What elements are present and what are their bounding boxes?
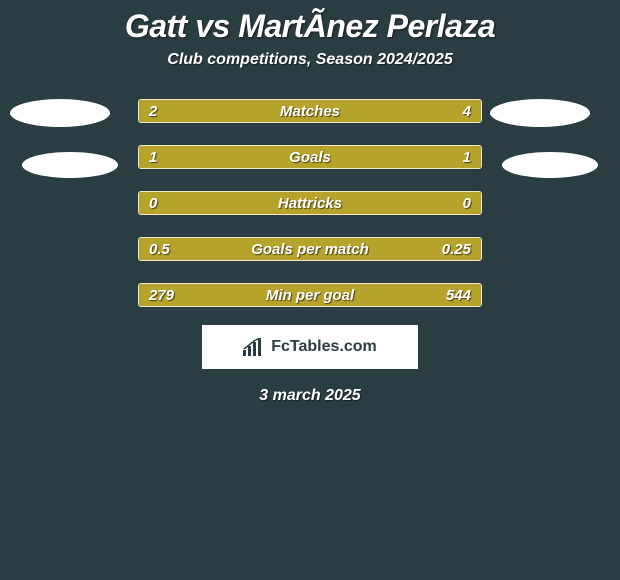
subtitle: Club competitions, Season 2024/2025 xyxy=(0,51,620,69)
brand-text: FcTables.com xyxy=(271,338,377,356)
stat-row: 279544Min per goal xyxy=(138,283,482,307)
stat-label: Matches xyxy=(139,100,481,123)
stat-row: 11Goals xyxy=(138,145,482,169)
stat-label: Min per goal xyxy=(139,284,481,307)
stat-row: 0.50.25Goals per match xyxy=(138,237,482,261)
comparison-arena: 24Matches 11Goals 00Hattricks 0.50.25Goals … xyxy=(0,99,620,405)
page-title: Gatt vs MartÃ­nez Perlaza xyxy=(0,0,620,45)
stat-row: 24Matches xyxy=(138,99,482,123)
right-avatar-0 xyxy=(490,99,590,127)
stat-label: Hattricks xyxy=(139,192,481,215)
stat-label: Goals xyxy=(139,146,481,169)
bars-icon xyxy=(243,338,265,356)
stat-label: Goals per match xyxy=(139,238,481,261)
stat-row: 00Hattricks xyxy=(138,191,482,215)
stat-bars: 24Matches 11Goals 00Hattricks 0.50.25Goals … xyxy=(138,99,482,307)
brand-box: FcTables.com xyxy=(202,325,418,369)
left-avatar-1 xyxy=(22,152,118,178)
right-avatar-1 xyxy=(502,152,598,178)
left-avatar-0 xyxy=(10,99,110,127)
date-text: 3 march 2025 xyxy=(0,387,620,405)
